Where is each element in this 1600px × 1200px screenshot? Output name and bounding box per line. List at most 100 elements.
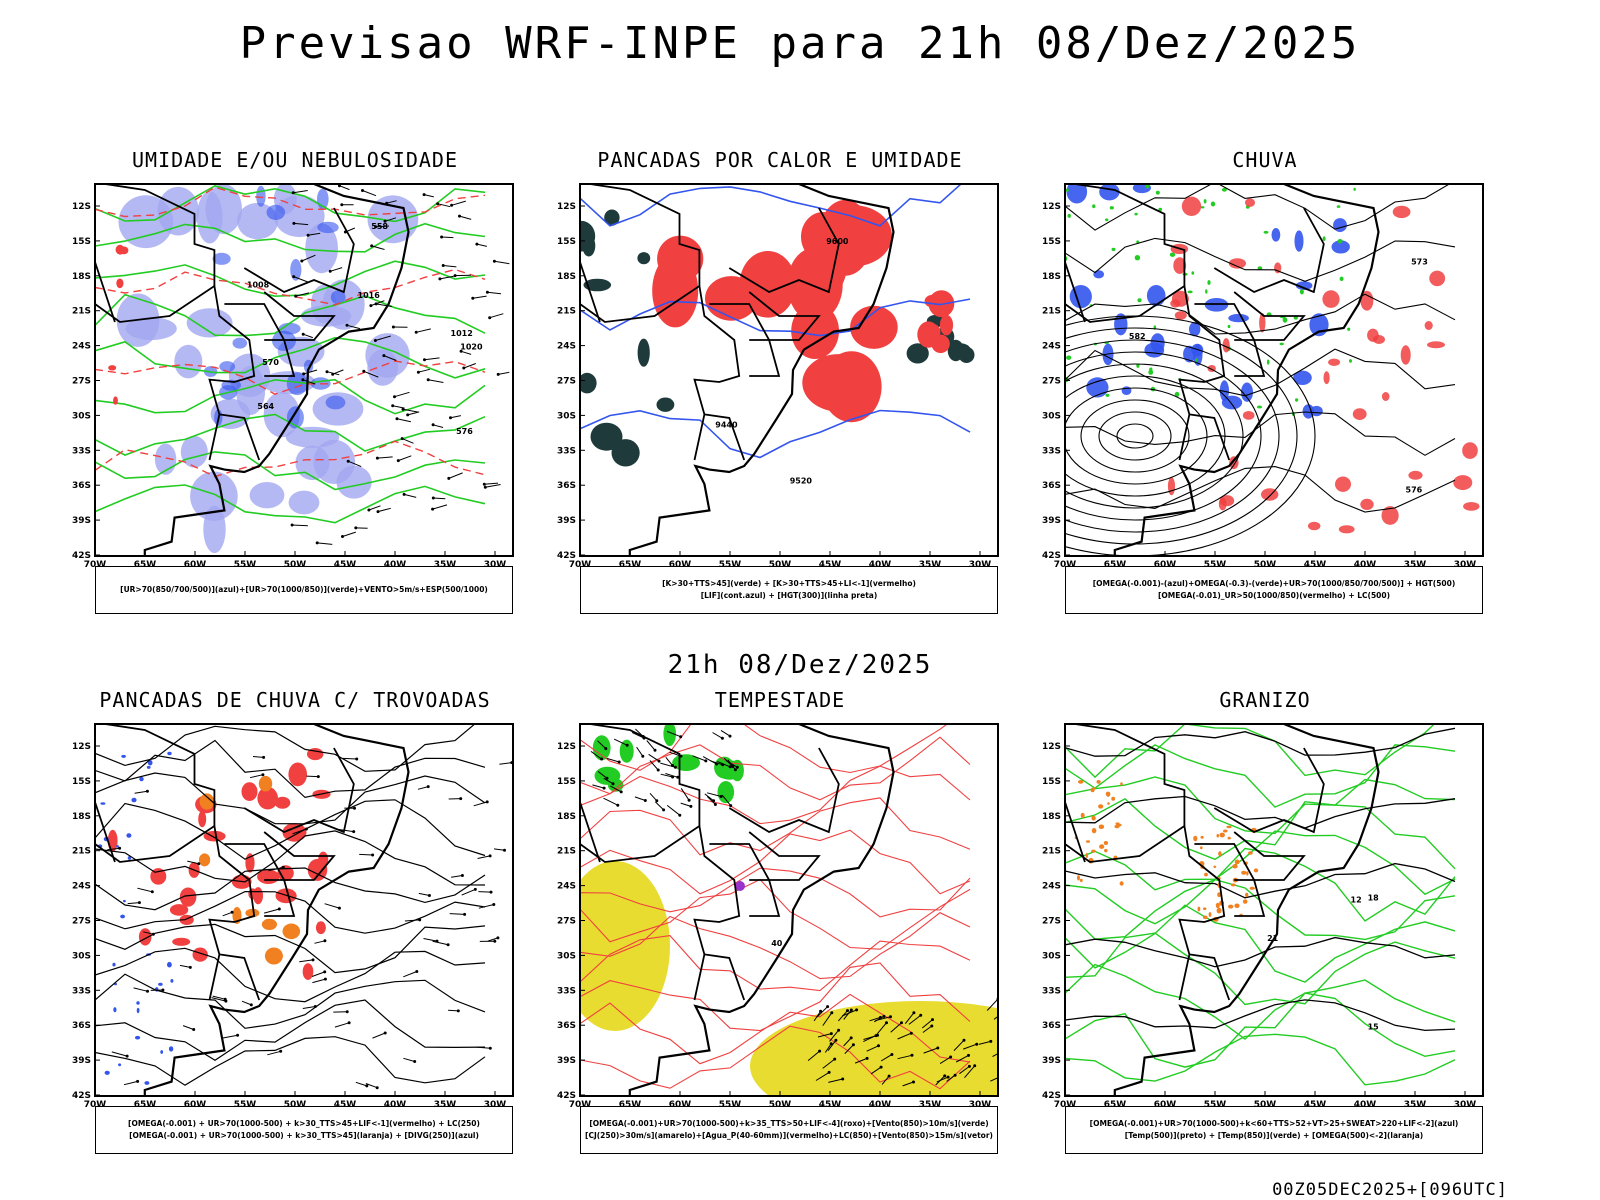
lat-tick-label: 27S (72, 917, 91, 927)
lat-tick-label: 42S (1042, 1091, 1061, 1101)
lat-tick-label: 27S (1042, 377, 1061, 387)
panel-title: PANCADAS DE CHUVA C/ TROVOADAS (99, 688, 491, 712)
lat-tick-label: 27S (557, 917, 576, 927)
lat-tick-label: 36S (1042, 1021, 1061, 1031)
lon-tick-label: 60W (184, 1100, 207, 1110)
contour-label: 570 (262, 358, 279, 367)
panel-legend: [K>30+TTS>45](verde) + [K>30+TTS>45+LI<-… (580, 566, 998, 614)
lat-tick-label: 42S (557, 1091, 576, 1101)
lat-tick-label: 24S (72, 342, 91, 352)
lat-tick-label: 21S (557, 307, 576, 317)
panel-legend: [UR>70(850/700/500)](azul)+[UR>70(1000/8… (95, 566, 513, 614)
lat-tick-label: 21S (557, 847, 576, 857)
legend-line: [OMEGA(-0.01)_UR>50(1000/850)(vermelho) … (1157, 591, 1391, 600)
lat-tick-label: 39S (557, 516, 576, 526)
lat-tick-label: 39S (1042, 516, 1061, 526)
lat-tick-label: 33S (557, 986, 576, 996)
lon-tick-label: 45W (334, 560, 357, 570)
lat-tick-label: 30S (72, 411, 91, 421)
panel-3: CHUVA 576 582 573 12S 15S 18S 21S 24S 27S 30S 33S 36… (1025, 148, 1505, 648)
lon-tick-label: 60W (1154, 1100, 1177, 1110)
lat-tick-label: 24S (557, 882, 576, 892)
panel-legend: [OMEGA(-0.001) + UR>70(1000-500) + k>30_… (95, 1106, 513, 1154)
lon-tick-label: 50W (769, 1100, 792, 1110)
lon-tick-label: 70W (569, 560, 592, 570)
lat-tick-label: 24S (72, 882, 91, 892)
lat-tick-label: 18S (1042, 812, 1061, 822)
lat-tick-label: 12S (557, 202, 576, 212)
lon-tick-label: 60W (669, 560, 692, 570)
lon-tick-label: 30W (1454, 560, 1477, 570)
legend-line: [Temp(500)](preto) + [Temp(850)](verde) … (1124, 1131, 1424, 1140)
contour-label: 558 (371, 222, 388, 231)
lat-tick-label: 21S (1042, 847, 1061, 857)
lon-tick-label: 35W (434, 560, 457, 570)
lon-tick-label: 55W (719, 560, 742, 570)
lat-tick-label: 42S (72, 551, 91, 561)
lat-tick-label: 18S (1042, 272, 1061, 282)
lat-tick-label: 42S (72, 1091, 91, 1101)
panel-6: GRANIZO 12 15 18 21 12S 15S 18S 21S 24S 27S 30S 33S 3… (1025, 688, 1505, 1188)
lon-tick-label: 45W (1304, 560, 1327, 570)
lon-tick-label: 40W (869, 560, 892, 570)
lat-tick-label: 15S (1042, 237, 1061, 247)
lon-tick-label: 30W (969, 560, 992, 570)
lon-tick-label: 55W (719, 1100, 742, 1110)
lat-tick-label: 36S (557, 481, 576, 491)
lat-tick-label: 15S (557, 237, 576, 247)
lat-tick-label: 33S (1042, 986, 1061, 996)
lat-tick-label: 12S (1042, 202, 1061, 212)
lon-tick-label: 30W (484, 560, 507, 570)
lat-tick-label: 36S (72, 481, 91, 491)
lon-tick-label: 50W (769, 560, 792, 570)
panel-map: 1008 1012 1016 1020 570 576 564 558 12S 15S 18S 21S… (72, 183, 514, 570)
lat-tick-label: 18S (72, 272, 91, 282)
lat-tick-label: 18S (72, 812, 91, 822)
lon-tick-label: 40W (1354, 1100, 1377, 1110)
lon-tick-label: 45W (334, 1100, 357, 1110)
lon-tick-label: 65W (134, 560, 157, 570)
contour-label: 18 (1368, 894, 1380, 903)
lat-tick-label: 33S (72, 446, 91, 456)
lon-tick-label: 45W (1304, 1100, 1327, 1110)
legend-line: [OMEGA(-0.001)-(azul)+OMEGA(-0.3)-(verde… (1092, 579, 1456, 588)
lon-tick-label: 30W (1454, 1100, 1477, 1110)
lon-tick-label: 30W (969, 1100, 992, 1110)
lat-tick-label: 12S (72, 742, 91, 752)
lon-tick-label: 40W (1354, 560, 1377, 570)
lon-tick-label: 55W (1204, 1100, 1227, 1110)
lat-tick-label: 39S (557, 1056, 576, 1066)
lon-tick-label: 35W (1404, 560, 1427, 570)
lon-tick-label: 40W (384, 1100, 407, 1110)
panel-map: 12 15 18 21 12S 15S 18S 21S 24S 27S 30S 33S 36S 39S 42… (1042, 723, 1484, 1110)
lon-tick-label: 50W (284, 560, 307, 570)
lon-tick-label: 55W (1204, 560, 1227, 570)
lon-tick-label: 30W (484, 1100, 507, 1110)
lat-tick-label: 30S (1042, 411, 1061, 421)
lat-tick-label: 24S (1042, 342, 1061, 352)
lon-tick-label: 65W (1104, 560, 1127, 570)
contour-label: 1008 (247, 280, 270, 289)
panel-4: PANCADAS DE CHUVA C/ TROVOADAS 12S 15S 18S 2… (55, 688, 535, 1188)
legend-line: [OMEGA(-0.001) + UR>70(1000-500) + k>30_… (129, 1131, 479, 1140)
panel-title: PANCADAS POR CALOR E UMIDADE (597, 148, 963, 172)
contour-label: 1016 (358, 291, 381, 300)
lat-tick-label: 39S (1042, 1056, 1061, 1066)
lon-tick-label: 65W (134, 1100, 157, 1110)
lon-tick-label: 70W (84, 1100, 107, 1110)
lon-tick-label: 60W (669, 1100, 692, 1110)
lat-tick-label: 33S (1042, 446, 1061, 456)
panel-map: 576 582 573 12S 15S 18S 21S 24S 27S 30S 33S 36S 39S 4… (1042, 183, 1484, 570)
lon-tick-label: 55W (234, 1100, 257, 1110)
lon-tick-label: 65W (619, 560, 642, 570)
lat-tick-label: 39S (72, 1056, 91, 1066)
panel-title: TEMPESTADE (714, 688, 846, 712)
contour-label: 9440 (715, 420, 738, 429)
lat-tick-label: 21S (72, 847, 91, 857)
legend-line: [OMEGA(-0.001) + UR>70(1000-500) + k>30_… (128, 1119, 480, 1128)
contour-label: 12 (1351, 895, 1362, 904)
lat-tick-label: 24S (557, 342, 576, 352)
lat-tick-label: 15S (557, 777, 576, 787)
contour-label: 576 (1406, 486, 1423, 495)
lon-tick-label: 45W (819, 1100, 842, 1110)
